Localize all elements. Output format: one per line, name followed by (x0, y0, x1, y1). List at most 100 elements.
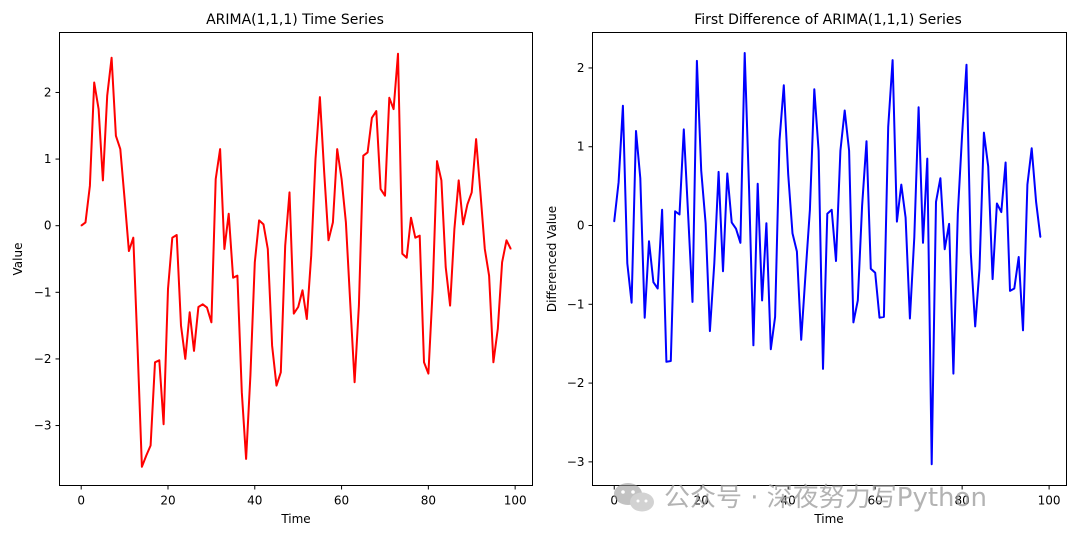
chart-left-data-point (323, 171, 325, 173)
chart-right-points (613, 52, 1041, 465)
chart-left-data-point (284, 245, 286, 247)
chart-right-data-point (796, 250, 798, 253)
chart-right-data-point (752, 344, 755, 346)
chart-left-data-point (501, 261, 503, 263)
chart-left-y-tick-label: −2 (34, 352, 52, 366)
chart-left-data-point (262, 223, 265, 225)
chart-right-data-point (883, 316, 885, 318)
chart-left-data-point (197, 306, 199, 308)
chart-left-x-ticks: 0 20 40 60 80 100 (77, 485, 527, 508)
chart-right-data-point (870, 268, 872, 270)
chart-left-data-point (419, 235, 421, 237)
chart-left-data-point (241, 391, 243, 393)
chart-right: First Difference of ARIMA(1,1,1) Series … (545, 12, 1067, 526)
chart-right-data-point (687, 215, 689, 217)
chart-right-data-point (1005, 161, 1007, 164)
wechat-icon (614, 483, 654, 512)
chart-right-data-point (865, 140, 868, 142)
chart-left-data-point (345, 221, 347, 223)
chart-right-data-point (670, 360, 672, 362)
chart-left-data-point (176, 234, 178, 236)
chart-left-data-point (202, 303, 204, 305)
chart-right-data-point (1039, 236, 1041, 238)
chart-right-data-point (791, 232, 794, 234)
chart-left-data-point (163, 423, 165, 425)
chart-right-data-point (739, 242, 742, 244)
chart-right-data-point (944, 248, 946, 250)
chart-right-data-point (835, 260, 837, 262)
chart-left-data-point (80, 225, 82, 227)
chart-left-data-point (492, 361, 494, 363)
chart-right-data-point (635, 130, 637, 132)
chart-left-data-point (223, 248, 225, 250)
chart-right-data-point (731, 221, 733, 223)
chart-right-data-point (718, 171, 720, 173)
chart-right-data-point (618, 181, 620, 183)
chart-right-data-point (974, 325, 976, 327)
chart-right-data-point (674, 210, 676, 212)
chart-right-data-point (800, 339, 802, 341)
chart-right-data-point (770, 348, 772, 350)
chart-right-data-point (844, 109, 846, 112)
chart-right-data-point (761, 299, 763, 301)
chart-right-data-point (905, 217, 907, 219)
chart-right-data-point (665, 361, 668, 363)
chart-right-x-tick-label: 60 (868, 494, 883, 508)
chart-left-data-point (306, 318, 308, 320)
chart-right-ylabel: Differenced Value (545, 206, 559, 312)
chart-right-data-point (896, 221, 898, 223)
chart-right-data-point (757, 183, 759, 185)
chart-right-data-point (852, 321, 855, 323)
chart-left-data-point (206, 307, 208, 309)
chart-left-data-point (414, 237, 416, 239)
chart-right-series-line (613, 52, 1042, 466)
chart-left-data-point (466, 203, 468, 205)
chart-right-data-point (809, 209, 811, 211)
chart-left-y-ticks: −3 −2 −1 0 1 2 (34, 85, 60, 433)
chart-right-data-point (1022, 329, 1024, 331)
chart-left-data-point (349, 301, 351, 303)
chart-left-data-point (219, 148, 221, 150)
chart-right-data-point (892, 59, 894, 61)
chart-left-x-tick-label: 60 (334, 494, 349, 508)
chart-left-data-point (254, 261, 256, 263)
chart-right-data-point (705, 222, 707, 224)
chart-left-data-point (488, 275, 490, 277)
chart-right-data-point (965, 64, 968, 66)
chart-right-data-point (878, 317, 881, 319)
chart-left-data-point (384, 195, 386, 197)
chart-right-data-point (648, 240, 650, 242)
chart-left-frame (59, 32, 533, 486)
chart-right-data-point (831, 209, 833, 211)
chart-left-data-point (319, 96, 321, 98)
chart-left-data-point (288, 191, 291, 193)
chart-left-data-point (388, 97, 390, 99)
chart-left-data-point (358, 305, 360, 307)
chart-left-data-point (475, 138, 477, 140)
chart-right-data-point (874, 272, 876, 274)
chart-left-data-point (115, 135, 117, 137)
chart-left-data-point (145, 454, 147, 457)
chart-left-data-point (124, 198, 126, 200)
chart-left-x-tick-label: 0 (77, 494, 85, 508)
chart-right-data-point (961, 134, 963, 136)
chart-left-data-point (436, 160, 438, 162)
chart-right-data-point (952, 373, 955, 375)
chart-left-y-tick-label: −1 (34, 285, 52, 299)
chart-right-y-tick-label: −2 (567, 376, 585, 390)
chart-left-data-point (293, 313, 295, 315)
chart-right-data-point (822, 368, 824, 370)
chart-left-x-tick-label: 20 (160, 494, 175, 508)
chart-right-data-point (987, 165, 989, 167)
chart-left-data-point (89, 185, 91, 187)
chart-right-xlabel: Time (813, 512, 843, 526)
chart-right-data-point (1000, 211, 1002, 213)
chart-right-data-point (748, 189, 750, 191)
chart-left-data-point (327, 239, 330, 241)
chart-left-data-point (132, 237, 134, 239)
chart-right-data-point (935, 201, 937, 203)
chart-left-data-point (280, 371, 282, 373)
chart-right-data-point (639, 177, 641, 179)
chart-right-data-point (848, 150, 850, 152)
chart-right-data-point (652, 281, 655, 283)
